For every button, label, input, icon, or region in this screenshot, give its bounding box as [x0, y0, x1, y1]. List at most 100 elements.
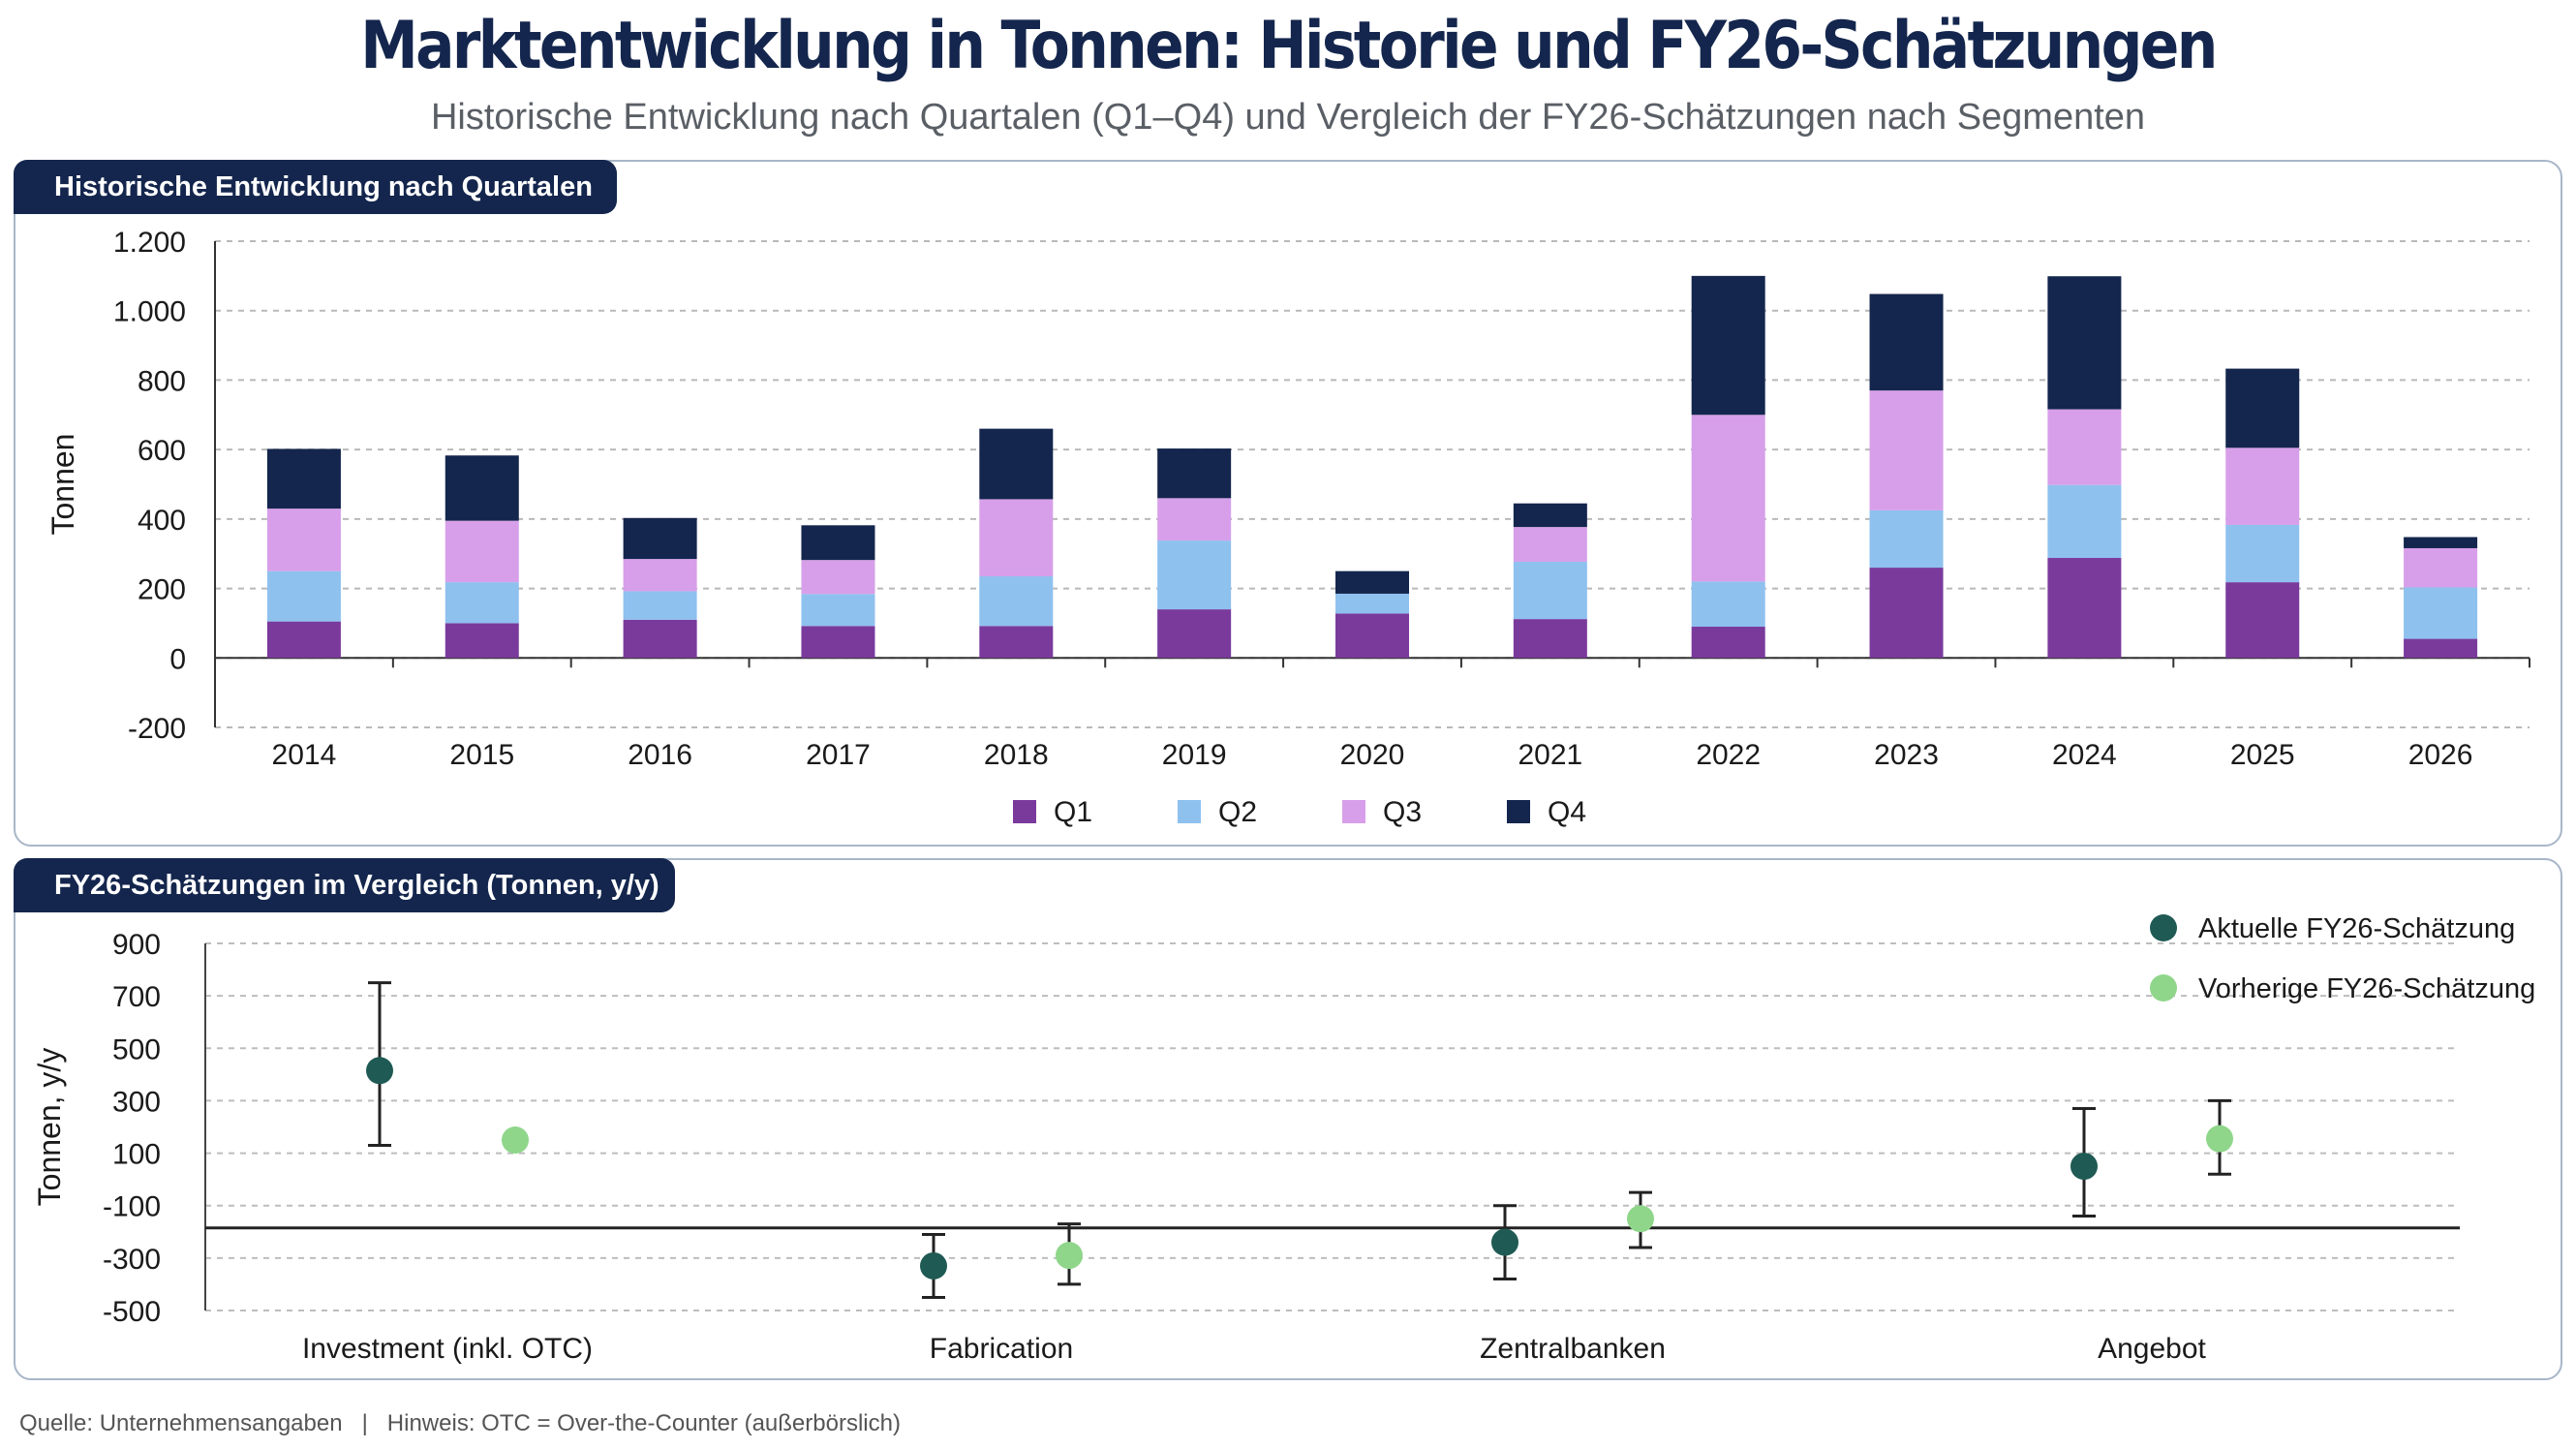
y-tick-label: 1.000: [113, 296, 186, 328]
bar-2022-q3: [1691, 415, 1765, 582]
y-axis-label: Tonnen, y/y: [32, 1048, 67, 1207]
bar-2019-q2: [1157, 540, 1232, 610]
bar-2023-q4: [1869, 293, 1944, 391]
bar-2017-q4: [801, 525, 875, 561]
y-tick-label: 400: [138, 505, 186, 537]
history-panel: [14, 160, 2562, 847]
bar-2025-q3: [2225, 447, 2300, 525]
bar-2019-q1: [1157, 609, 1232, 659]
legend-swatch-q1: [1013, 800, 1036, 823]
point-current: [1491, 1228, 1518, 1256]
bar-2020-q4: [1335, 570, 1409, 594]
footer: Quelle: Unternehmensangaben | Hinweis: OTC…: [19, 1410, 901, 1437]
y-tick-label: 900: [112, 929, 161, 961]
category-label: Angebot: [2098, 1333, 2206, 1365]
point-current: [366, 1057, 393, 1085]
bar-2021-q4: [1513, 503, 1587, 528]
bar-2022-q2: [1691, 581, 1765, 628]
footer-separator: |: [361, 1410, 368, 1436]
legend-swatch-q4: [1507, 800, 1530, 823]
bar-2016-q2: [623, 591, 697, 620]
bar-2020-q1: [1335, 613, 1409, 659]
bar-2019-q3: [1157, 498, 1232, 541]
bar-2025-q2: [2225, 524, 2300, 583]
x-tick-label: 2023: [1874, 739, 1939, 771]
bar-2023-q3: [1869, 390, 1944, 510]
y-tick-label: 800: [138, 365, 186, 397]
bar-2026-q1: [2404, 638, 2478, 659]
bar-2017-q2: [801, 594, 875, 627]
bar-2022-q4: [1691, 275, 1765, 416]
bar-2023-q1: [1869, 568, 1944, 659]
bar-2018-q3: [979, 499, 1054, 577]
page-subtitle: Historische Entwicklung nach Quartalen (…: [430, 97, 2146, 138]
y-tick-label: -100: [103, 1191, 161, 1223]
y-tick-label: -200: [128, 713, 186, 745]
legend-swatch-q3: [1342, 800, 1365, 823]
legend-label-q2: Q2: [1218, 796, 1257, 828]
y-tick-label: -500: [103, 1296, 161, 1328]
bar-2021-q1: [1513, 619, 1587, 659]
y-tick-label: 100: [112, 1139, 161, 1171]
x-tick-label: 2021: [1518, 739, 1582, 771]
bar-2016-q1: [623, 619, 697, 659]
x-tick-label: 2014: [272, 739, 337, 771]
point-current: [920, 1251, 947, 1279]
y-tick-label: -300: [103, 1244, 161, 1276]
y-tick-label: 1.200: [113, 227, 186, 259]
page-title: Marktentwicklung in Tonnen: Historie und…: [360, 8, 2218, 84]
x-tick-label: 2020: [1340, 739, 1405, 771]
bar-2017-q1: [801, 626, 875, 659]
bar-2026-q3: [2404, 547, 2478, 588]
point-previous: [1056, 1242, 1083, 1270]
category-label: Investment (inkl. OTC): [302, 1333, 593, 1365]
bar-2021-q2: [1513, 561, 1587, 620]
bar-2022-q1: [1691, 627, 1765, 659]
legend-swatch-q2: [1178, 800, 1201, 823]
y-tick-label: 600: [138, 435, 186, 467]
x-tick-label: 2026: [2408, 739, 2473, 771]
x-tick-label: 2022: [1696, 739, 1761, 771]
bar-2015-q2: [445, 582, 519, 624]
history-panel-title: Historische Entwicklung nach Quartalen: [14, 160, 617, 214]
bar-2026-q4: [2404, 537, 2478, 548]
y-tick-label: 200: [138, 574, 186, 606]
legend-marker-previous: [2150, 974, 2177, 1002]
bar-2015-q4: [445, 455, 519, 521]
bar-2025-q4: [2225, 368, 2300, 448]
legend-label-q3: Q3: [1383, 796, 1422, 828]
estimates-panel: [14, 858, 2562, 1380]
estimates-panel-title: FY26-Schätzungen im Vergleich (Tonnen, y…: [14, 858, 675, 912]
footer-note: Hinweis: OTC = Over-the-Counter (außerbö…: [386, 1410, 901, 1436]
bar-2026-q2: [2404, 587, 2478, 639]
bar-2016-q4: [623, 517, 697, 560]
bar-2025-q1: [2225, 582, 2300, 659]
legend-label-current: Aktuelle FY26-Schätzung: [2198, 913, 2515, 944]
bar-2015-q3: [445, 520, 519, 583]
bar-2019-q4: [1157, 448, 1232, 499]
bar-2024-q2: [2047, 484, 2122, 559]
bar-2024-q3: [2047, 409, 2122, 485]
legend-label-q1: Q1: [1054, 796, 1092, 828]
bar-2014-q3: [266, 509, 341, 571]
bar-2016-q3: [623, 559, 697, 592]
point-current: [2070, 1153, 2098, 1181]
bar-2024-q4: [2047, 276, 2122, 410]
bar-2021-q3: [1513, 527, 1587, 562]
y-tick-label: 700: [112, 981, 161, 1013]
y-tick-label: 0: [169, 643, 186, 675]
x-tick-label: 2025: [2230, 739, 2295, 771]
point-previous: [2206, 1125, 2233, 1153]
bar-2014-q1: [266, 621, 341, 659]
y-tick-label: 300: [112, 1086, 161, 1118]
y-axis-label: Tonnen: [46, 434, 80, 536]
bar-2018-q2: [979, 576, 1054, 627]
bar-2014-q4: [266, 448, 341, 509]
x-tick-label: 2018: [984, 739, 1049, 771]
bar-2014-q2: [266, 570, 341, 622]
legend-label-previous: Vorherige FY26-Schätzung: [2198, 973, 2535, 1004]
x-tick-label: 2017: [806, 739, 871, 771]
category-label: Fabrication: [930, 1333, 1073, 1365]
